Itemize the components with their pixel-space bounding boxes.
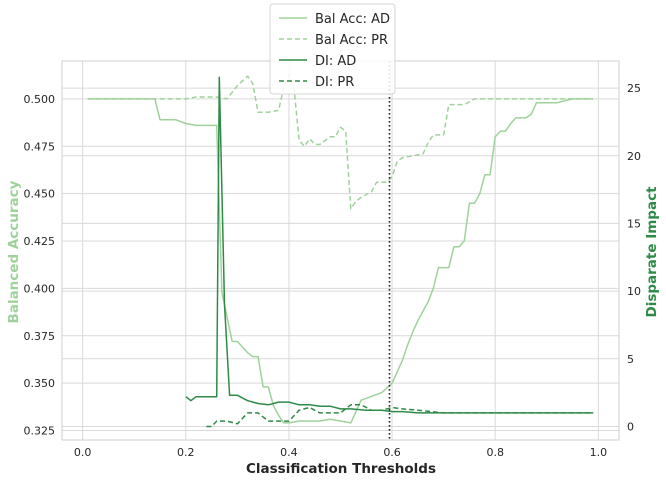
grid bbox=[62, 61, 619, 440]
x-tick-label: 0.0 bbox=[74, 446, 92, 459]
y-left-tick-label: 0.400 bbox=[24, 282, 56, 295]
x-tick-label: 0.6 bbox=[383, 446, 401, 459]
series-lines bbox=[87, 73, 594, 428]
legend-label: DI: PR bbox=[315, 75, 354, 90]
legend-entries: Bal Acc: AD Bal Acc: PR DI: AD DI: PR bbox=[279, 12, 390, 90]
legend-label: Bal Acc: AD bbox=[315, 12, 390, 27]
x-tick-label: 0.2 bbox=[177, 446, 195, 459]
y-right-tick-label: 5 bbox=[627, 353, 634, 366]
y-right-tick-label: 15 bbox=[627, 217, 641, 230]
legend-box bbox=[269, 3, 396, 95]
x-axis-title: Classification Thresholds bbox=[246, 461, 436, 477]
x-tick-label: 0.8 bbox=[486, 446, 504, 459]
legend-label: Bal Acc: PR bbox=[315, 33, 388, 48]
series-line-bal-acc-ad bbox=[87, 98, 594, 424]
legend-label: DI: AD bbox=[315, 54, 356, 69]
y-left-tick-label: 0.425 bbox=[24, 235, 56, 248]
y-right-tick-label: 0 bbox=[627, 420, 634, 433]
y-right-tick-label: 20 bbox=[627, 150, 641, 163]
legend: Bal Acc: AD Bal Acc: PR DI: AD DI: PR bbox=[269, 3, 396, 95]
y-left-tick-label: 0.325 bbox=[24, 425, 56, 438]
y-left-tick-label: 0.500 bbox=[24, 93, 56, 106]
y-right-tick-label: 25 bbox=[627, 82, 641, 95]
tick-labels: 0.0 0.2 0.4 0.6 0.8 1.0 0.325 0.350 0.375 0.400 0.… bbox=[24, 82, 642, 459]
y-left-tick-label: 0.350 bbox=[24, 377, 56, 390]
y-left-tick-label: 0.450 bbox=[24, 188, 56, 201]
series-line-bal-acc-pr bbox=[87, 73, 594, 210]
series-line-di-pr bbox=[206, 404, 594, 428]
y-right-tick-label: 10 bbox=[627, 285, 641, 298]
y-axis-left-title: Balanced Accuracy bbox=[6, 180, 22, 323]
series-line-di-ad bbox=[185, 76, 594, 414]
y-left-tick-label: 0.475 bbox=[24, 140, 56, 153]
plot-area bbox=[62, 61, 619, 440]
x-tick-label: 1.0 bbox=[590, 446, 608, 459]
y-axis-right-title: Disparate Impact bbox=[644, 186, 660, 318]
y-left-tick-label: 0.375 bbox=[24, 330, 56, 343]
x-tick-label: 0.4 bbox=[280, 446, 298, 459]
